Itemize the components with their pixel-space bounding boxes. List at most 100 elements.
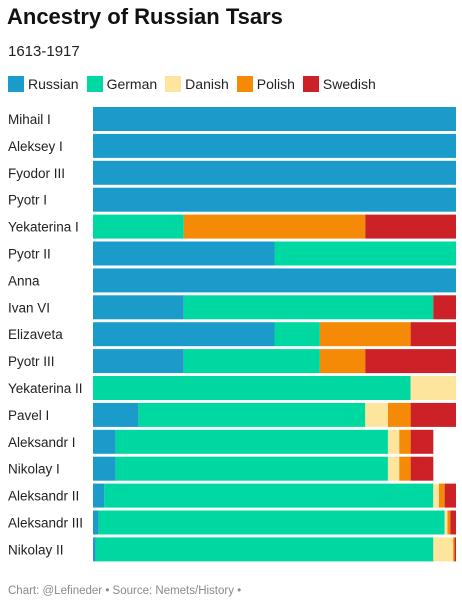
- bar-segment-german: [183, 295, 434, 320]
- category-label: Pyotr I: [8, 193, 47, 208]
- bar-segment-danish: [444, 510, 448, 535]
- bar-segment-russian: [93, 133, 456, 158]
- bar-row-nikolay-i: Nikolay I: [8, 456, 434, 481]
- legend-label-danish: Danish: [185, 76, 229, 92]
- bar-segment-polish: [319, 322, 411, 347]
- bar-segment-danish: [410, 376, 457, 400]
- bar-row-pyotr-iii: Pyotr III: [8, 349, 456, 374]
- bar-segment-russian: [93, 322, 275, 347]
- bar-row-mihail-i: Mihail I: [8, 107, 456, 131]
- bar-segment-german: [115, 456, 388, 481]
- legend-item-russian: Russian: [8, 76, 79, 92]
- bar-segment-danish: [433, 537, 454, 562]
- bar-row-yekaterina-ii: Yekaterina II: [8, 376, 457, 400]
- bar-row-aleksandr-iii: Aleksandr III: [8, 510, 456, 535]
- bar-row-aleksey-i: Aleksey I: [8, 133, 456, 158]
- bar-row-pavel-i: Pavel I: [8, 402, 457, 427]
- bar-segment-german: [93, 214, 184, 239]
- legend-label-russian: Russian: [28, 76, 79, 92]
- legend: Russian German Danish Polish Swedish: [8, 74, 384, 94]
- category-label: Nikolay II: [8, 542, 64, 557]
- bar-segment-polish: [183, 214, 366, 239]
- legend-item-danish: Danish: [165, 76, 229, 92]
- category-label: Pyotr III: [8, 354, 55, 369]
- bar-segment-polish: [399, 456, 411, 481]
- legend-swatch-russian: [8, 76, 24, 92]
- legend-swatch-polish: [236, 76, 253, 92]
- legend-item-swedish: Swedish: [302, 76, 376, 92]
- bar-segment-russian: [93, 295, 184, 320]
- category-label: Nikolay I: [8, 462, 60, 477]
- legend-label-german: German: [106, 76, 158, 92]
- bar-segment-russian: [93, 483, 105, 508]
- bar-segment-german: [93, 376, 411, 400]
- bar-row-yekaterina-i: Yekaterina I: [8, 214, 456, 239]
- legend-item-german: German: [86, 76, 158, 92]
- category-label: Yekaterina I: [8, 220, 79, 235]
- category-label: Pavel I: [8, 408, 49, 423]
- bar-segment-swedish: [433, 295, 456, 320]
- category-label: Aleksandr II: [8, 489, 79, 504]
- bar-segment-russian: [93, 107, 456, 131]
- bar-segment-russian: [93, 429, 116, 454]
- bar-segment-german: [115, 429, 388, 454]
- bar-row-pyotr-ii: Pyotr II: [8, 241, 456, 266]
- bar-segment-russian: [93, 160, 456, 185]
- bar-segment-polish: [319, 349, 366, 374]
- category-label: Yekaterina II: [8, 381, 83, 396]
- bar-segment-swedish: [365, 349, 456, 374]
- bar-segment-polish: [399, 429, 411, 454]
- bar-segment-german: [98, 510, 445, 535]
- legend-swatch-danish: [165, 76, 182, 92]
- bar-segment-swedish: [410, 456, 434, 481]
- chart-subtitle: 1613-1917: [8, 43, 80, 60]
- bar-segment-german: [274, 241, 456, 266]
- bar-row-aleksandr-i: Aleksandr I: [8, 429, 434, 454]
- bar-segment-german: [274, 322, 320, 347]
- category-label: Ivan VI: [8, 300, 50, 315]
- bar-segment-german: [183, 349, 320, 374]
- category-label: Mihail I: [8, 112, 51, 127]
- bar-segment-swedish: [444, 483, 456, 508]
- bar-segment-german: [95, 537, 434, 562]
- bar-segment-danish: [387, 429, 400, 454]
- category-label: Aleksandr III: [8, 516, 83, 531]
- bar-row-fyodor-iii: Fyodor III: [8, 160, 456, 185]
- bar-segment-russian: [93, 456, 116, 481]
- legend-swatch-swedish: [302, 76, 319, 92]
- bar-row-nikolay-ii: Nikolay II: [8, 537, 456, 562]
- bar-segment-swedish: [454, 537, 456, 562]
- bar-segment-russian: [93, 268, 456, 293]
- bar-segment-danish: [433, 483, 439, 508]
- bar-segment-russian: [93, 537, 96, 562]
- legend-label-swedish: Swedish: [322, 76, 376, 92]
- bar-segment-swedish: [410, 402, 457, 427]
- bar-segment-polish: [438, 483, 445, 508]
- bar-segment-polish: [453, 537, 455, 562]
- legend-swatch-german: [86, 76, 103, 92]
- bar-segment-polish: [447, 510, 451, 535]
- category-label: Anna: [8, 273, 40, 288]
- category-label: Elizaveta: [8, 327, 63, 342]
- category-label: Fyodor III: [8, 166, 65, 181]
- bar-segment-danish: [365, 402, 388, 427]
- bar-segment-german: [104, 483, 434, 508]
- bar-segment-german: [138, 402, 366, 427]
- bar-segment-russian: [93, 349, 184, 374]
- bar-segment-russian: [93, 241, 275, 266]
- bar-segment-swedish: [450, 510, 456, 535]
- bar-segment-russian: [93, 402, 139, 427]
- chart-title: Ancestry of Russian Tsars: [7, 4, 283, 29]
- bar-segment-polish: [387, 402, 411, 427]
- chart-footer: Chart: @Lefineder • Source: Nemets/Histo…: [8, 585, 242, 597]
- category-label: Aleksey I: [8, 139, 63, 154]
- bar-row-ivan-vi: Ivan VI: [8, 295, 456, 320]
- bar-segment-swedish: [410, 322, 457, 347]
- bar-segment-swedish: [365, 214, 456, 239]
- bar-segment-russian: [93, 187, 456, 212]
- category-label: Aleksandr I: [8, 435, 76, 450]
- bar-segment-danish: [387, 456, 400, 481]
- bar-row-anna: Anna: [8, 268, 456, 293]
- bar-segment-swedish: [410, 429, 434, 454]
- legend-label-polish: Polish: [256, 76, 295, 92]
